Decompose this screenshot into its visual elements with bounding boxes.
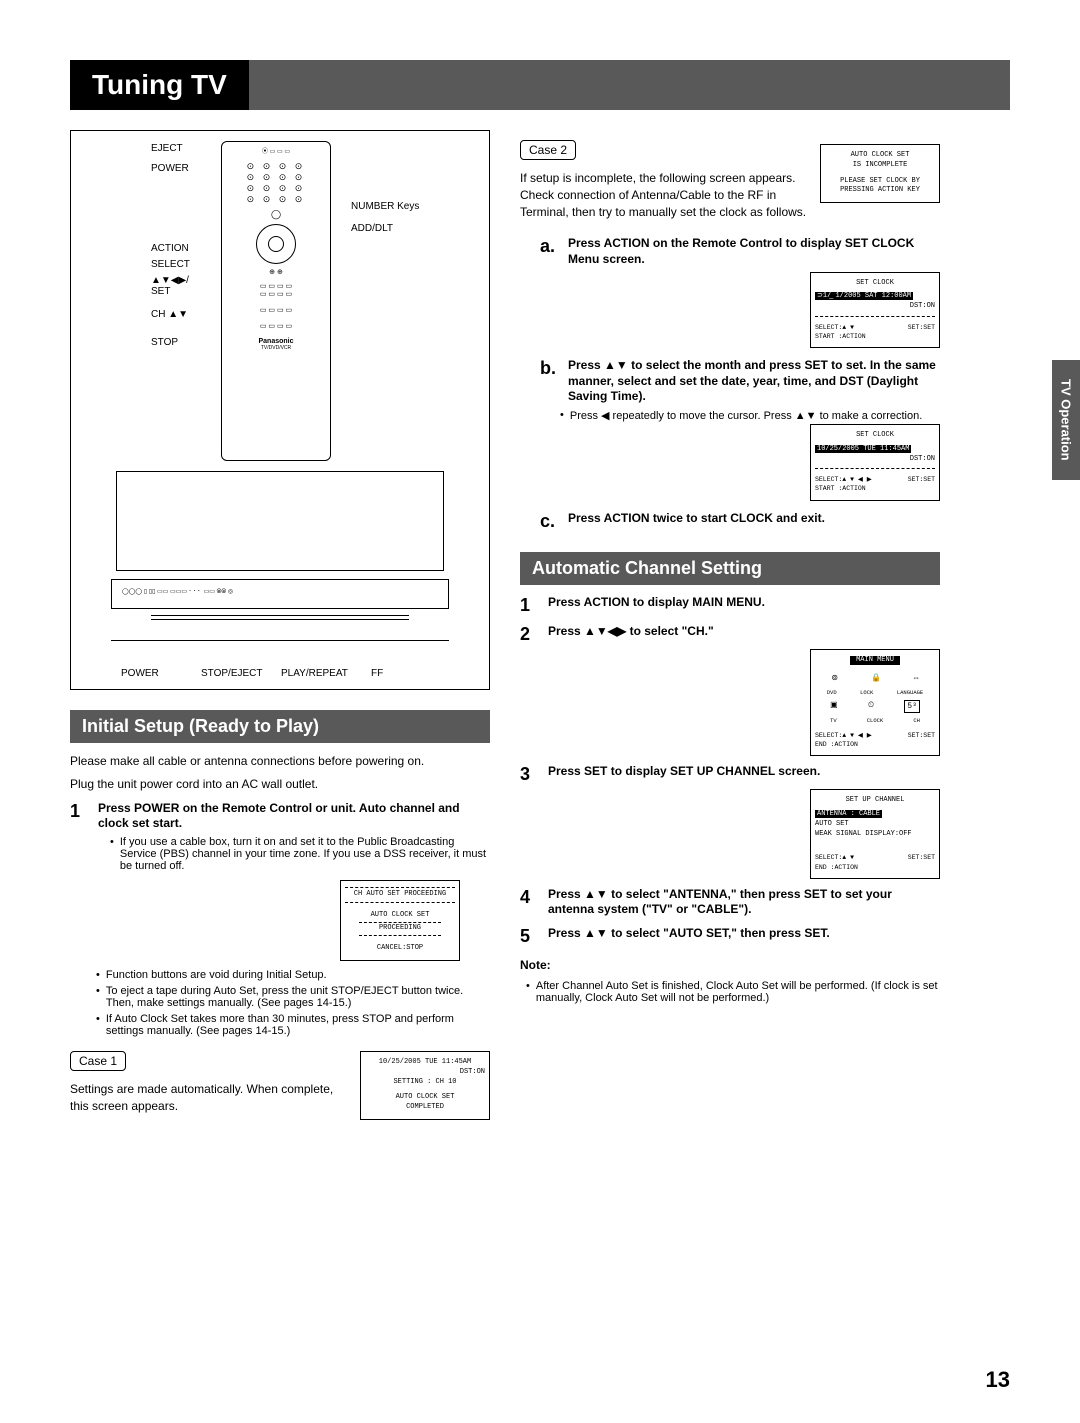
note-text: After Channel Auto Set is finished, Cloc…	[536, 980, 940, 1004]
remote-diagram: EJECT POWER NUMBER Keys ADD/DLT ACTION S…	[70, 130, 490, 690]
ac-s5: Press ▲▼ to select "AUTO SET," then pres…	[548, 926, 940, 947]
label-add-dlt: ADD/DLT	[351, 223, 393, 234]
page-title: Tuning TV	[70, 60, 249, 110]
osd-set-clock-a: SET CLOCK ⊃1/̲ 1/2005 SAT 12:00AM DST:ON…	[810, 272, 940, 349]
case1-text: Settings are made automatically. When co…	[70, 1081, 350, 1115]
ac-s3: Press SET to display SET UP CHANNEL scre…	[548, 764, 940, 785]
is-intro2: Plug the unit power cord into an AC wall…	[70, 776, 490, 793]
side-tab: TV Operation	[1052, 360, 1080, 480]
label-arrows-set: ▲▼◀▶/ SET	[151, 275, 189, 297]
label-ch: CH ▲▼	[151, 309, 188, 320]
step-c-letter: c.	[540, 511, 560, 532]
ac-s4: Press ▲▼ to select "ANTENNA," then press…	[548, 887, 940, 918]
label-power: POWER	[151, 163, 189, 174]
step-b-letter: b.	[540, 358, 560, 405]
front-ff: FF	[371, 668, 383, 679]
step-c-text: Press ACTION twice to start CLOCK and ex…	[568, 511, 940, 532]
auto-ch-banner: Automatic Channel Setting	[520, 552, 940, 585]
case2-label: Case 2	[520, 140, 576, 160]
page-header: Tuning TV	[70, 60, 1010, 110]
label-eject: EJECT	[151, 143, 183, 154]
step-b-sub: Press ◀ repeatedly to move the cursor. P…	[570, 409, 922, 422]
ac-s1: Press ACTION to display MAIN MENU.	[548, 595, 940, 616]
osd-progress: CH AUTO SET PROCEEDING AUTO CLOCK SET PR…	[340, 880, 460, 961]
is-intro1: Please make all cable or antenna connect…	[70, 753, 490, 770]
osd-setup-channel: SET UP CHANNEL ANTENNA : CABLE AUTO SET …	[810, 789, 940, 878]
is-b1: Function buttons are void during Initial…	[106, 969, 327, 981]
remote-brand: Panasonic	[222, 338, 330, 345]
osd-main-menu: MAIN MENU ⊚🔒⇔ DVDLOCKLANGUAGE ▣⏲5³ TVCLO…	[810, 649, 940, 757]
front-stop: STOP/EJECT	[201, 668, 263, 679]
label-number-keys: NUMBER Keys	[351, 201, 419, 212]
step-a-letter: a.	[540, 236, 560, 267]
label-select: SELECT	[151, 259, 190, 270]
label-stop: STOP	[151, 337, 178, 348]
front-power: POWER	[121, 668, 159, 679]
osd-case1: 10/25/2005 TUE 11:45AM DST:ON SETTING : …	[360, 1051, 490, 1120]
ac-s2: Press ▲▼◀▶ to select "CH."	[548, 624, 940, 645]
step-b-text: Press ▲▼ to select the month and press S…	[568, 358, 940, 405]
step-a-text: Press ACTION on the Remote Control to di…	[568, 236, 940, 267]
is-step1-num: 1	[70, 801, 88, 832]
is-step1-text: Press POWER on the Remote Control or uni…	[98, 801, 490, 832]
is-step1-bullet: If you use a cable box, turn it on and s…	[120, 836, 490, 872]
osd-case2-incomplete: AUTO CLOCK SET IS INCOMPLETE PLEASE SET …	[820, 144, 940, 203]
is-b2: To eject a tape during Auto Set, press t…	[106, 985, 490, 1009]
case1-label: Case 1	[70, 1051, 126, 1071]
is-b3: If Auto Clock Set takes more than 30 min…	[106, 1013, 490, 1037]
label-action: ACTION	[151, 243, 189, 254]
osd-set-clock-b: SET CLOCK 10/25/2005 TUE 11:45AM DST:ON …	[810, 424, 940, 501]
note-label: Note:	[520, 958, 551, 972]
page-number: 13	[986, 1367, 1010, 1393]
front-play: PLAY/REPEAT	[281, 668, 348, 679]
initial-setup-banner: Initial Setup (Ready to Play)	[70, 710, 490, 743]
remote-model: TV/DVD/VCR	[222, 345, 330, 351]
case2-intro: If setup is incomplete, the following sc…	[520, 170, 810, 220]
